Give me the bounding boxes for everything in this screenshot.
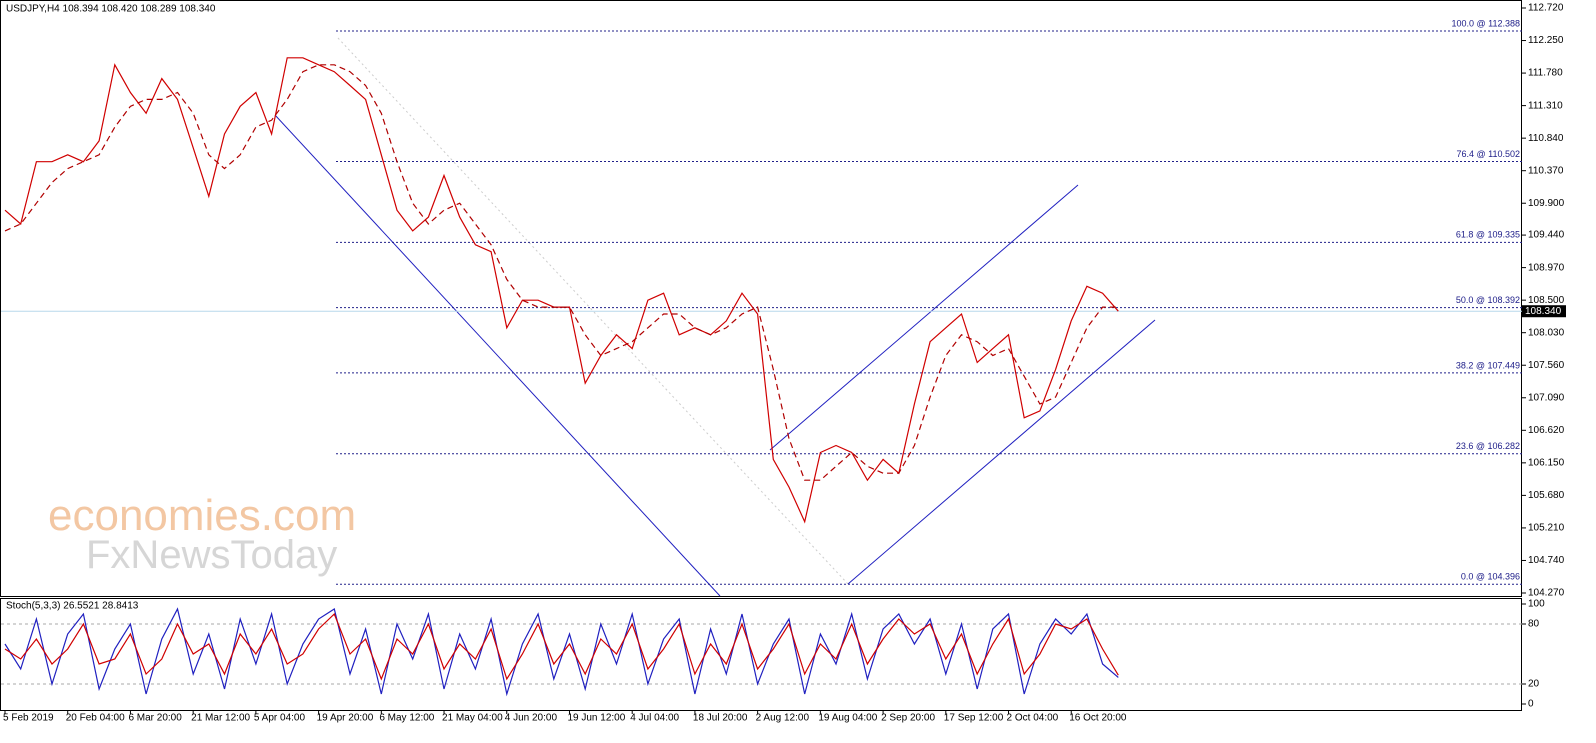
y-tick-label: 108.030 [1528,327,1565,338]
y-tick-label: 104.740 [1528,555,1565,566]
stoch-panel [0,598,1522,711]
y-tick-label: 106.620 [1528,425,1565,436]
y-tick-label: 105.680 [1528,490,1565,501]
y-tick-label: 108.500 [1528,295,1565,306]
watermark: FxNewsToday [86,533,337,577]
trend-line [769,184,1079,451]
y-tick-label: 109.440 [1528,230,1565,241]
y-tick-label: 108.970 [1528,262,1565,273]
series-line [4,64,1119,481]
x-tick-label: 16 Oct 20:00 [1069,713,1127,724]
y-tick-label: 111.780 [1528,68,1563,79]
fib-label: 38.2 @ 107.449 [1456,360,1520,370]
y-tick-label: 107.560 [1528,360,1565,371]
x-tick-label: 19 Aug 04:00 [818,713,877,724]
fib-label: 61.8 @ 109.335 [1456,230,1520,240]
x-tick-label: 4 Jul 04:00 [630,713,679,724]
x-tick-label: 21 Mar 12:00 [191,713,250,724]
y-tick-label: 80 [1528,619,1540,630]
x-tick-label: 20 Feb 04:00 [66,713,125,724]
y-tick-label: 109.900 [1528,198,1565,209]
x-tick-label: 2 Oct 04:00 [1007,713,1059,724]
last-price-label: 108.340 [1525,306,1562,317]
y-tick-label: 110.840 [1528,133,1564,144]
x-tick-label: 6 Mar 20:00 [128,713,182,724]
series-line [4,607,1119,697]
y-tick-label: 104.270 [1528,588,1565,599]
trend-line [847,319,1156,585]
fib-label: 76.4 @ 110.502 [1456,149,1520,159]
trend-line [274,114,721,597]
x-tick-label: 18 Jul 20:00 [693,713,748,724]
y-tick-label: 107.090 [1528,392,1565,403]
watermark: economies.com [48,491,356,540]
x-tick-label: 17 Sep 12:00 [944,713,1004,724]
last-price-box [1522,305,1566,318]
chart-title: USDJPY,H4 108.394 108.420 108.289 108.34… [6,4,216,15]
main-panel [0,0,1522,597]
stoch-title: Stoch(5,3,3) 26.5521 28.8413 [6,601,139,612]
x-tick-label: 4 Jun 20:00 [505,713,558,724]
series-line [4,612,1119,681]
y-tick-label: 0 [1528,699,1534,710]
x-tick-label: 6 May 12:00 [379,713,434,724]
fib-label: 0.0 @ 104.396 [1461,572,1520,582]
x-tick-label: 21 May 04:00 [442,713,503,724]
fib-label: 50.0 @ 108.392 [1456,295,1520,305]
y-tick-label: 100 [1528,599,1545,610]
x-tick-label: 5 Feb 2019 [3,713,54,724]
x-tick-label: 19 Jun 12:00 [567,713,625,724]
fib-label: 23.6 @ 106.282 [1456,441,1520,451]
y-tick-label: 106.150 [1528,457,1565,468]
y-tick-label: 112.250 [1528,35,1564,46]
y-tick-label: 112.720 [1528,3,1564,14]
x-tick-label: 2 Aug 12:00 [756,713,810,724]
fib-label: 100.0 @ 112.388 [1451,18,1520,28]
x-tick-label: 19 Apr 20:00 [317,713,374,724]
y-tick-label: 111.310 [1528,100,1563,111]
y-tick-label: 20 [1528,679,1540,690]
y-tick-label: 110.370 [1528,165,1564,176]
x-tick-label: 2 Sep 20:00 [881,713,935,724]
x-tick-label: 5 Apr 04:00 [254,713,306,724]
y-tick-label: 105.210 [1528,523,1565,534]
